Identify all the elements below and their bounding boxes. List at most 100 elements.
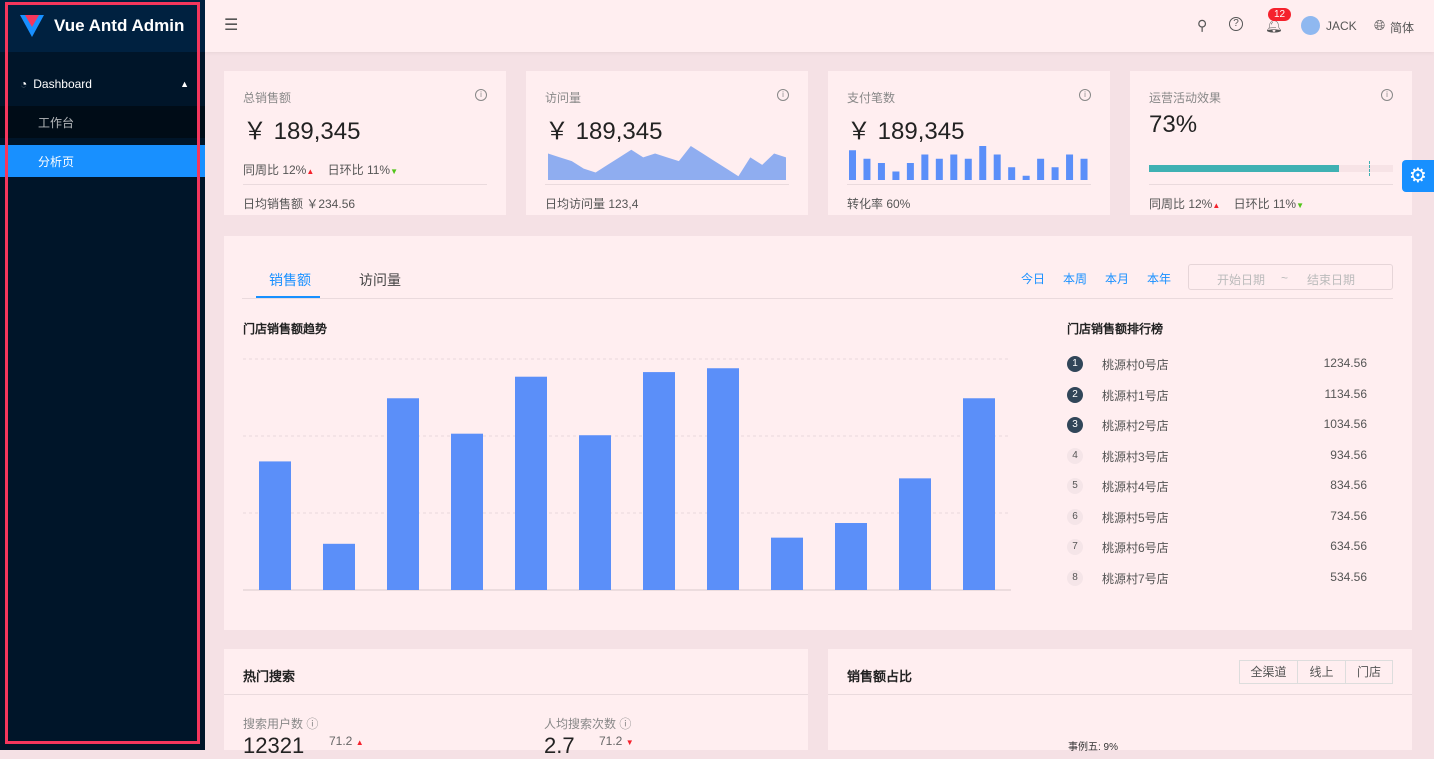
metric-change: 71.2 xyxy=(599,734,623,748)
question-icon[interactable]: ? xyxy=(1229,17,1243,31)
mini-bar xyxy=(1051,167,1059,180)
bar xyxy=(963,398,995,590)
metric-value: 12321 xyxy=(243,733,305,758)
sales-share-card: 销售额占比 全渠道 线上 门店 事例五: 9% xyxy=(828,649,1412,753)
rank-item: 2 桃源村1号店 1134.56 xyxy=(1067,385,1367,405)
info-icon[interactable]: ⓘ xyxy=(619,717,632,731)
store-name: 桃源村4号店 xyxy=(1102,480,1169,494)
bar xyxy=(259,461,291,590)
caret-down-icon: ▼ xyxy=(390,167,399,176)
stat-footer: 日均销售额 ￥234.56 xyxy=(243,197,356,211)
chevron-up-icon: ▲ xyxy=(180,79,189,89)
menu-item-workplace[interactable]: 工作台 xyxy=(0,106,205,138)
stat-value: ￥ 189,345 xyxy=(243,118,361,145)
logo[interactable]: Vue Antd Admin xyxy=(0,0,205,52)
caret-up-icon: ▲ xyxy=(1212,201,1221,210)
store-sales: 934.56 xyxy=(1330,447,1367,462)
bar xyxy=(899,478,931,590)
tab-sales[interactable]: 销售额 xyxy=(269,272,311,288)
store-sales: 834.56 xyxy=(1330,478,1367,492)
bar xyxy=(387,398,419,590)
stat-footer: 日均访问量 123,4 xyxy=(545,197,639,211)
store-sales: 1234.56 xyxy=(1323,356,1367,370)
tab-ink xyxy=(256,296,320,298)
mini-bar xyxy=(849,150,856,180)
range-today[interactable]: 今日 xyxy=(1021,272,1046,286)
globe-icon[interactable]: 🌐︎ xyxy=(1374,17,1386,33)
stat-card-sales: 总销售额 i ￥ 189,345 同周比 12%▲ 日环比 11%▼ 日均销售额 … xyxy=(224,71,506,215)
menu-fold-icon[interactable]: ☰ xyxy=(224,17,239,34)
chart-title: 门店销售额趋势 xyxy=(243,322,328,336)
search-icon[interactable]: ⚲ xyxy=(1197,17,1208,33)
store-sales: 634.56 xyxy=(1330,539,1367,553)
info-icon[interactable]: i xyxy=(1381,89,1393,101)
range-year[interactable]: 本年 xyxy=(1147,272,1172,286)
progress-target xyxy=(1368,161,1370,176)
trend: 同周比 12%▲ 日环比 11%▼ xyxy=(1149,195,1304,212)
settings-gear-button[interactable]: ⚙ xyxy=(1402,160,1434,192)
language-switch[interactable]: 简体 xyxy=(1390,21,1415,35)
bar xyxy=(451,433,483,590)
date-range-picker[interactable]: 开始日期 ~ 结束日期 xyxy=(1188,264,1393,290)
metric-value: 2.7 xyxy=(544,733,575,758)
bar xyxy=(323,543,355,590)
caret-down-icon: ▼ xyxy=(625,738,634,747)
stat-card-payments: 支付笔数 i ￥ 189,345 转化率 60% xyxy=(828,71,1110,215)
info-icon[interactable]: i xyxy=(777,89,789,101)
mini-bar xyxy=(993,154,1001,180)
stat-value: 73% xyxy=(1149,111,1198,138)
store-name: 桃源村2号店 xyxy=(1102,419,1169,433)
tab-visits[interactable]: 访问量 xyxy=(359,272,401,288)
end-date-input[interactable]: 结束日期 xyxy=(1307,273,1356,287)
date-separator: ~ xyxy=(1281,271,1289,285)
mini-bar xyxy=(906,163,914,180)
hot-search-title: 热门搜索 xyxy=(243,669,296,684)
stat-title: 支付笔数 xyxy=(847,91,896,105)
rank-number: 6 xyxy=(1067,508,1083,525)
segment-all[interactable]: 全渠道 xyxy=(1239,660,1298,684)
stat-card-visits: 访问量 i ￥ 189,345 日均访问量 123,4 xyxy=(526,71,808,215)
stat-title: 总销售额 xyxy=(243,91,292,105)
mini-bar xyxy=(1037,158,1045,180)
stat-value: ￥ 189,345 xyxy=(847,118,965,145)
stat-value: ￥ 189,345 xyxy=(545,118,663,145)
menu-dashboard[interactable]: ◔ Dashboard ▲ xyxy=(0,66,205,102)
mini-bar xyxy=(950,154,958,180)
mini-area-chart xyxy=(548,146,786,180)
mini-bar xyxy=(1022,175,1030,180)
bar xyxy=(515,376,547,590)
info-icon[interactable]: i xyxy=(475,89,487,101)
caret-up-icon: ▲ xyxy=(306,167,315,176)
segment-online[interactable]: 线上 xyxy=(1297,660,1346,684)
progress-bar xyxy=(1149,161,1393,176)
range-week[interactable]: 本周 xyxy=(1063,272,1088,286)
trend: 同周比 12%▲ 日环比 11%▼ xyxy=(243,161,398,178)
mini-bar xyxy=(1080,158,1088,180)
caret-down-icon: ▼ xyxy=(1296,201,1305,210)
rank-number: 4 xyxy=(1067,447,1083,464)
menu-item-analysis[interactable]: 分析页 xyxy=(0,145,205,177)
bell-icon[interactable]: 🔔︎ xyxy=(1265,17,1283,33)
store-name: 桃源村0号店 xyxy=(1102,358,1169,372)
menu-dashboard-label: Dashboard xyxy=(33,77,92,91)
store-name: 桃源村1号店 xyxy=(1102,388,1169,403)
user-name[interactable]: JACK xyxy=(1326,19,1357,33)
segment-store[interactable]: 门店 xyxy=(1345,660,1393,684)
range-month[interactable]: 本月 xyxy=(1105,272,1130,286)
rank-number: 2 xyxy=(1067,386,1083,403)
rank-number: 5 xyxy=(1067,478,1083,494)
metric-change: 71.2 xyxy=(329,734,353,748)
start-date-input[interactable]: 开始日期 xyxy=(1217,273,1266,287)
info-icon[interactable]: i xyxy=(1079,89,1091,101)
info-icon[interactable]: ⓘ xyxy=(306,717,319,731)
rank-number: 7 xyxy=(1067,539,1083,555)
avatar[interactable] xyxy=(1301,16,1320,35)
progress-fill xyxy=(1149,165,1340,172)
store-name: 桃源村3号店 xyxy=(1102,449,1169,464)
mini-bar xyxy=(921,154,929,180)
rank-item: 1 桃源村0号店 1234.56 xyxy=(1067,354,1367,374)
rank-item: 5 桃源村4号店 834.56 xyxy=(1067,476,1367,496)
sales-card: 销售额 访问量 今日 本周 本月 本年 开始日期 ~ 结束日期 门店销售额趋势 … xyxy=(224,236,1412,630)
rank-item: 7 桃源村6号店 634.56 xyxy=(1067,537,1367,557)
dashboard-icon: ◔ xyxy=(20,77,28,91)
